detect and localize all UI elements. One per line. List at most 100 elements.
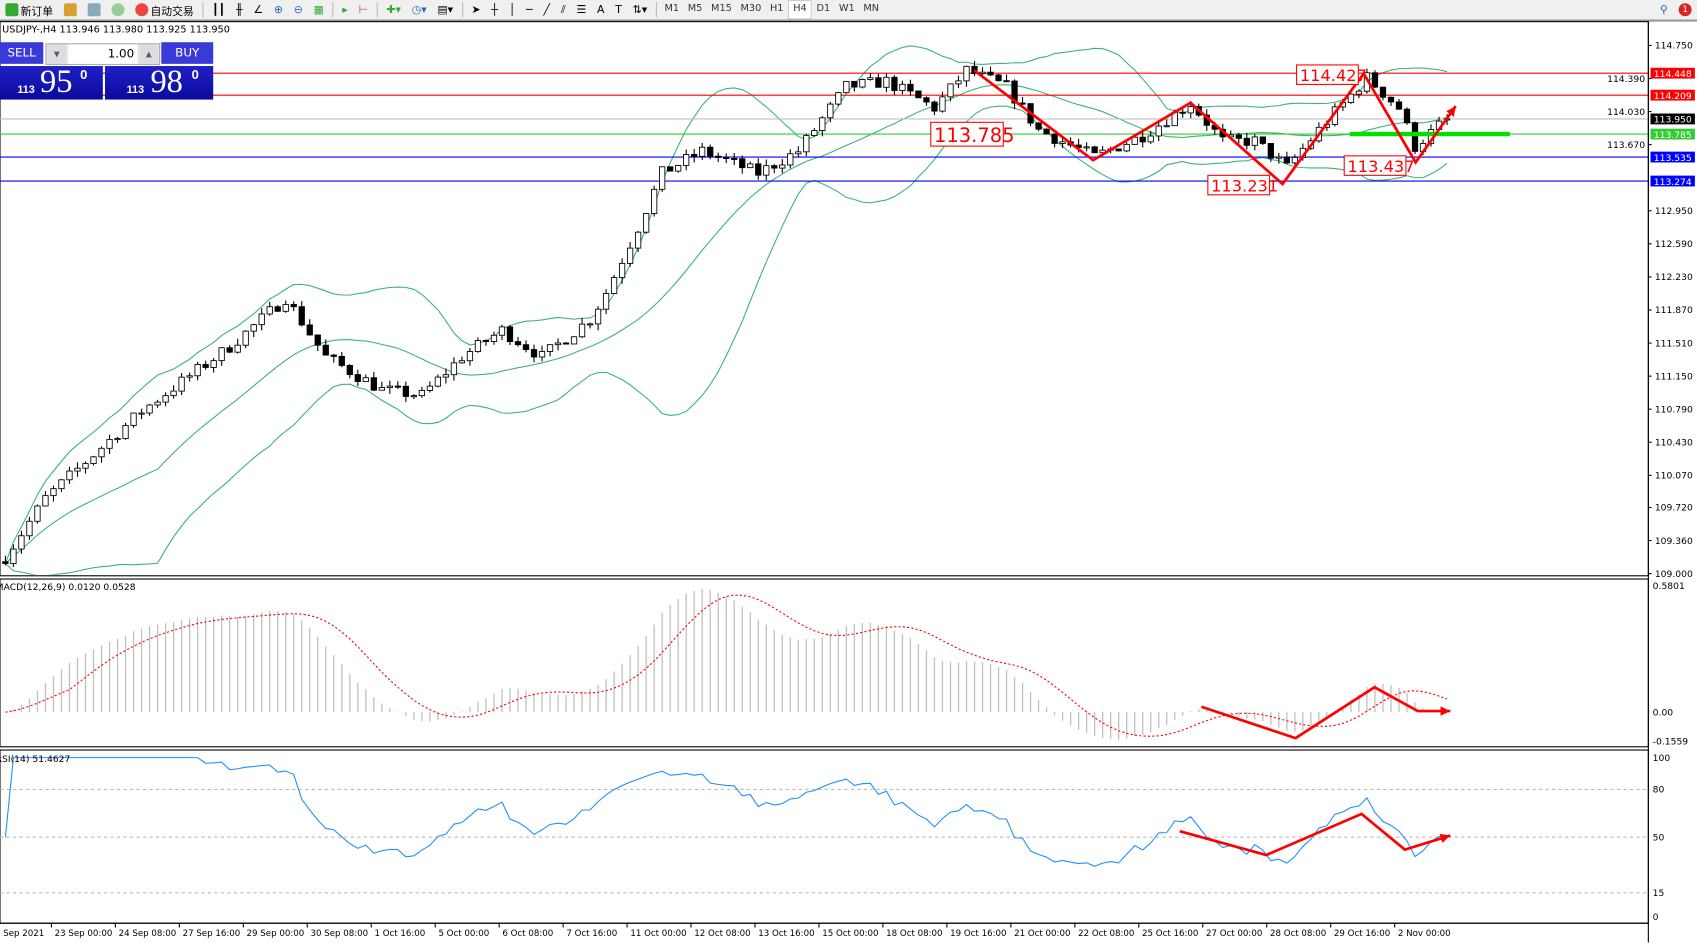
lot-increase-button[interactable]: ▲ xyxy=(139,45,159,63)
candle-body xyxy=(843,80,850,94)
periods-button[interactable]: ◷▾ xyxy=(406,1,432,18)
candle-body xyxy=(578,323,586,338)
equidistant-channel-button[interactable]: ⫽ xyxy=(555,1,571,18)
candle xyxy=(739,155,746,174)
bar-chart-button[interactable]: ┃┃ xyxy=(207,1,231,18)
price-tick-label: 111.870 xyxy=(1655,305,1693,316)
candle xyxy=(1395,98,1403,110)
candle-body xyxy=(474,340,482,352)
timeframe-h1[interactable]: H1 xyxy=(769,3,784,15)
candle xyxy=(42,491,49,507)
search-button[interactable]: ⚲ xyxy=(1654,1,1673,18)
sell-price[interactable]: 113 95 0 xyxy=(0,64,103,100)
sell-button[interactable]: SELL xyxy=(0,42,44,64)
candle xyxy=(771,164,778,174)
timeframe-d1[interactable]: D1 xyxy=(816,3,831,15)
line-chart-button[interactable]: ∠ xyxy=(248,1,269,18)
timeframe-h4[interactable]: H4 xyxy=(787,0,813,20)
arrows-icon: ⇅▾ xyxy=(632,3,648,16)
candle-body xyxy=(66,470,73,481)
candle-body xyxy=(154,401,161,406)
annotation-text: 114.427 xyxy=(1300,66,1367,85)
candle xyxy=(330,353,337,363)
horizontal-line-button[interactable]: ─ xyxy=(521,1,538,18)
candle-body xyxy=(1291,156,1299,164)
candle xyxy=(651,185,658,217)
separator xyxy=(461,2,463,18)
templates-button[interactable]: ▤▾ xyxy=(432,1,458,18)
lot-decrease-button[interactable]: ▼ xyxy=(47,45,67,63)
candle xyxy=(146,403,153,416)
indicators-button[interactable]: ✚▾ xyxy=(381,1,406,18)
candle xyxy=(659,166,666,192)
timeframe-m30[interactable]: M30 xyxy=(740,3,762,15)
candle xyxy=(66,466,73,484)
time-tick-label: 2 Nov 00:00 xyxy=(1398,929,1451,939)
trendline-button[interactable]: ╱ xyxy=(538,1,555,18)
candle-body xyxy=(1139,136,1146,143)
candle xyxy=(675,164,682,173)
candle xyxy=(322,339,329,356)
vertical-line-button[interactable]: │ xyxy=(503,1,520,18)
cursor-button[interactable]: ➤ xyxy=(466,1,486,18)
lot-size-stepper[interactable]: ▼ 1.00 ▲ xyxy=(45,43,161,65)
time-tick-label: 13 Oct 16:00 xyxy=(758,929,814,939)
zoom-in-button[interactable]: ⊕ xyxy=(268,1,288,18)
timeframe-m1[interactable]: M1 xyxy=(664,3,680,15)
signal-button[interactable] xyxy=(106,1,130,18)
candle-body xyxy=(667,166,674,172)
candle xyxy=(1035,122,1042,132)
navigator-button[interactable] xyxy=(82,1,106,18)
zoom-out-button[interactable]: ⊖ xyxy=(288,1,308,18)
tile-windows-button[interactable]: ▦ xyxy=(308,1,329,18)
candle-body xyxy=(1179,111,1186,114)
candle-body xyxy=(282,304,289,312)
price-tick-label: 110.790 xyxy=(1655,404,1693,415)
price-line-label: 114.209 xyxy=(1650,89,1695,102)
candle-body xyxy=(298,306,305,326)
candle xyxy=(1179,107,1186,118)
candle xyxy=(715,152,722,163)
candle xyxy=(546,344,554,357)
timeframe-mn[interactable]: MN xyxy=(863,3,880,15)
candle-body xyxy=(1411,122,1419,152)
timeframe-w1[interactable]: W1 xyxy=(838,3,855,15)
candle xyxy=(915,90,922,99)
candle xyxy=(186,372,193,382)
candle-body xyxy=(202,364,209,368)
timeframe-m5[interactable]: M5 xyxy=(687,3,703,15)
text-label-button[interactable]: T xyxy=(610,1,627,18)
candlestick-button[interactable]: ╫ xyxy=(231,1,248,18)
timeframe-m15[interactable]: M15 xyxy=(711,3,732,15)
candle xyxy=(939,91,946,113)
candle-body xyxy=(394,385,401,388)
buy-button[interactable]: BUY xyxy=(161,42,214,64)
crosshair-button[interactable]: ┼ xyxy=(486,1,503,18)
candle-body xyxy=(554,342,562,346)
candle xyxy=(1355,89,1363,99)
text-button[interactable]: A xyxy=(592,1,610,18)
candle-body xyxy=(498,326,506,336)
candle xyxy=(642,212,650,234)
notifications-button[interactable]: 1 xyxy=(1673,1,1697,18)
buy-price[interactable]: 113 98 0 xyxy=(104,64,214,100)
candle xyxy=(923,96,930,106)
candle xyxy=(98,446,105,463)
new-order-button[interactable]: 新订单 xyxy=(0,1,58,18)
candle-body xyxy=(178,376,185,392)
clock-icon: ◷▾ xyxy=(411,3,427,16)
history-button[interactable] xyxy=(58,1,82,18)
arrows-button[interactable]: ⇅▾ xyxy=(627,1,652,18)
chart-shift-button[interactable]: ⊢ xyxy=(353,1,373,18)
auto-trading-button[interactable]: 自动交易 xyxy=(130,1,199,18)
lot-size-input[interactable]: 1.00 xyxy=(68,44,138,64)
candle-body xyxy=(1243,137,1250,146)
fibonacci-button[interactable]: ☰ xyxy=(571,1,592,18)
bollinger-upper-band xyxy=(4,45,1448,564)
candle xyxy=(202,360,209,370)
auto-scroll-button[interactable]: ▸ xyxy=(337,1,353,18)
candle xyxy=(963,65,970,87)
indicators-icon: ✚▾ xyxy=(386,3,401,16)
macd-signal-line xyxy=(5,594,1448,737)
